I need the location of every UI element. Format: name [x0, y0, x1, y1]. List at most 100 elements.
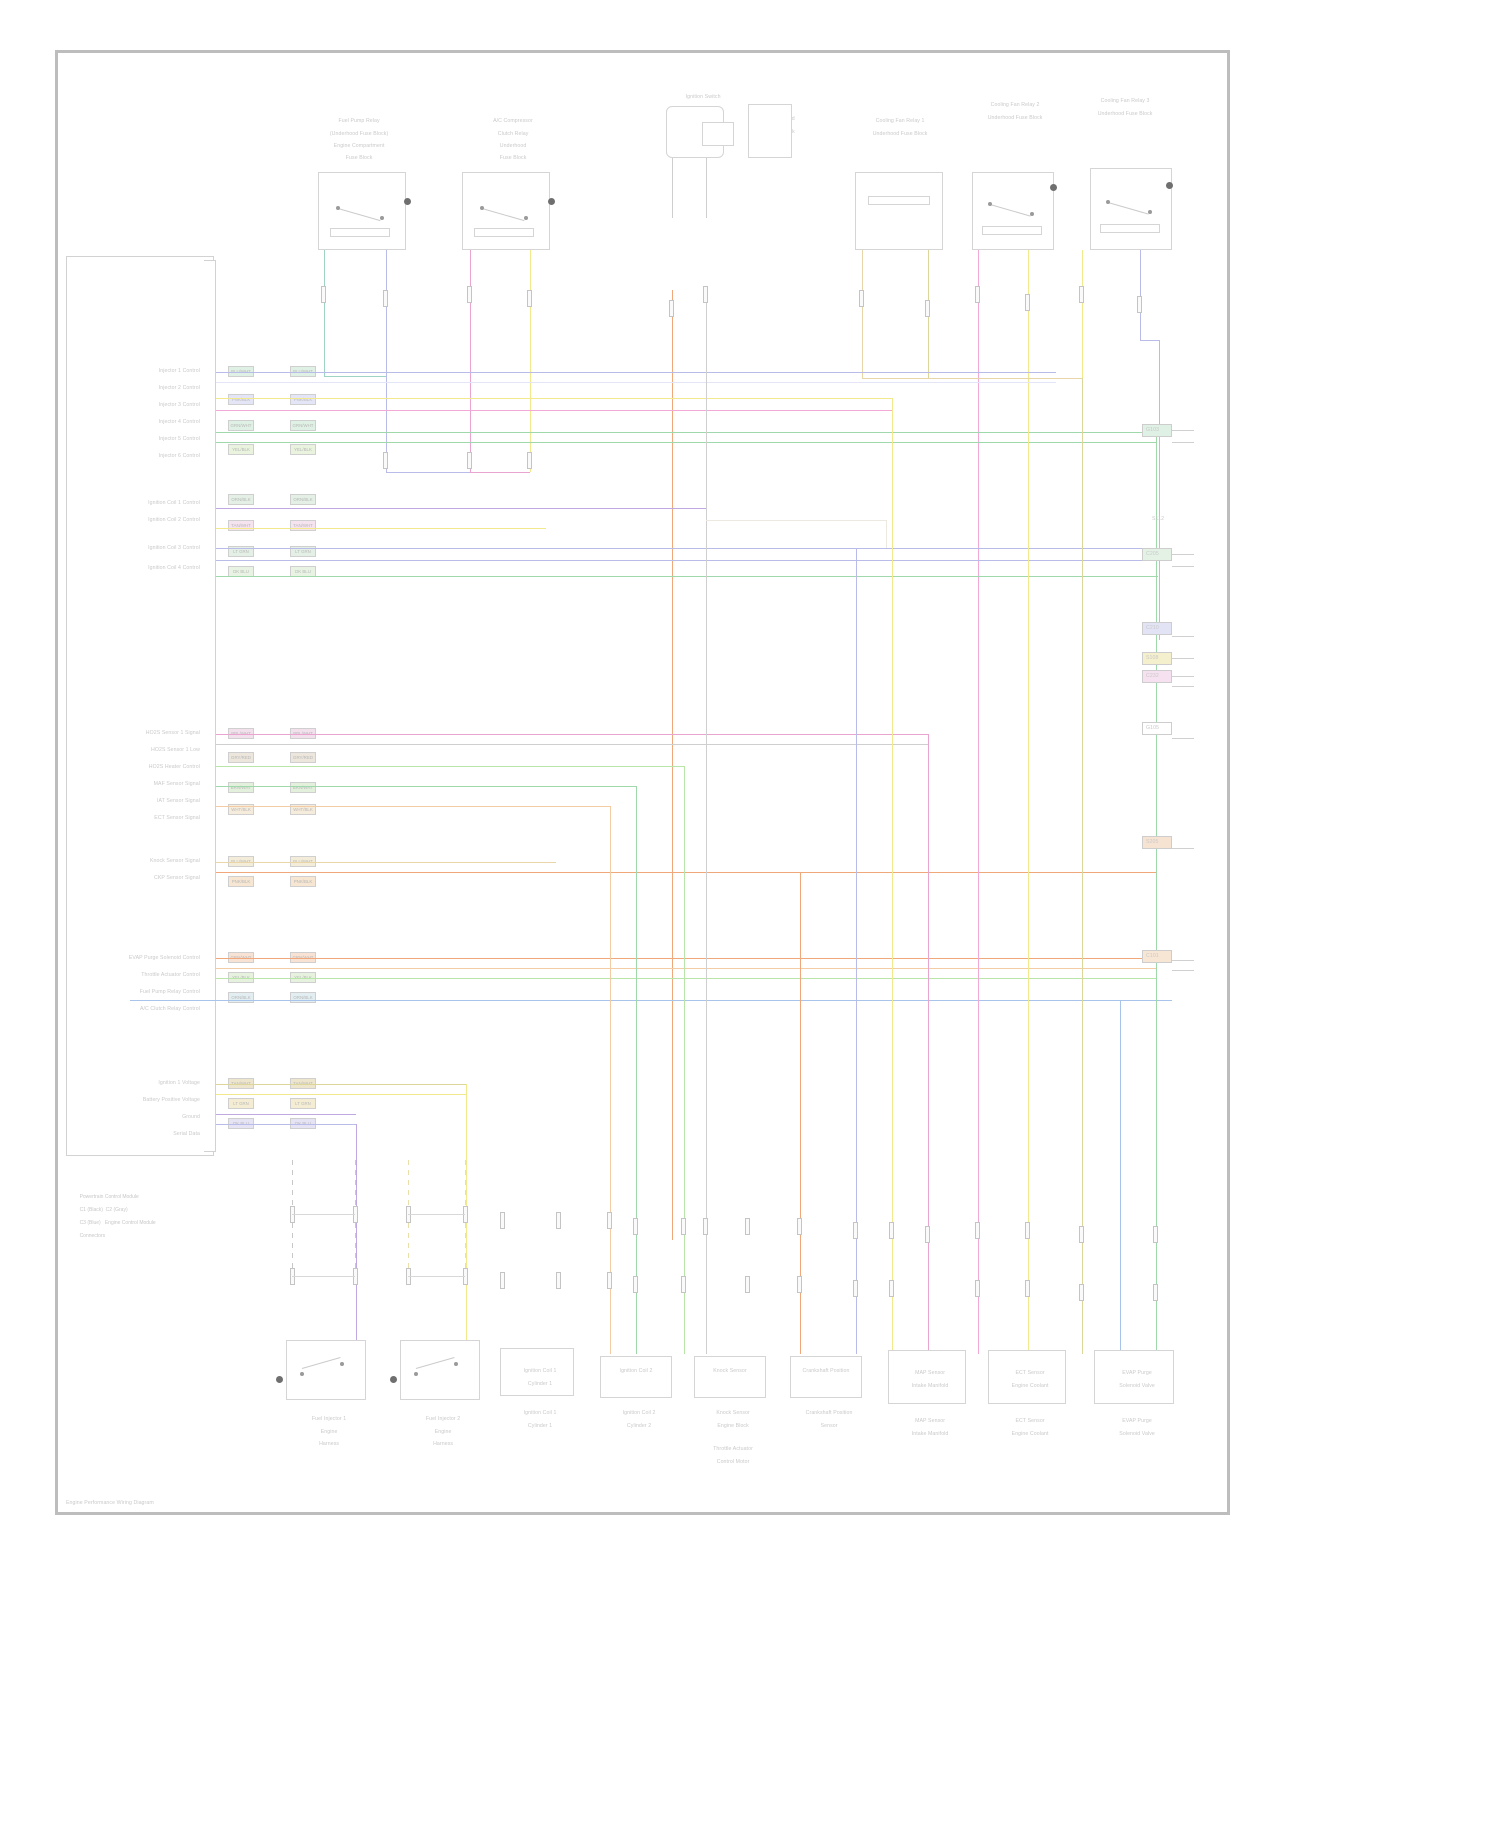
bottom-tick-11	[745, 1218, 750, 1235]
bottom-device-label-evap-purge: EVAP Purge Solenoid Valve	[1119, 1418, 1155, 1437]
wire-ign-sw-a	[672, 158, 674, 218]
wire-code-chip-b1: ORN/BLK	[228, 494, 254, 505]
bus-wire-c4	[216, 786, 636, 788]
connector-tick-6	[703, 286, 708, 303]
connector-tick-4	[527, 290, 532, 307]
right-connector-label-c210: C210	[1146, 625, 1159, 631]
pcm-label-knock: Knock Sensor Signal	[149, 858, 200, 864]
bottom-tick-19	[1153, 1226, 1158, 1243]
bus-wire-c5	[216, 806, 610, 808]
pcm-pin-rail	[204, 260, 216, 1152]
wire-ign-feed-b	[706, 290, 708, 320]
pcm-label-fuel-pump-relay-ctrl: Fuel Pump Relay Control	[139, 989, 200, 995]
top-device-label-cooling-fan-relay-1: Cooling Fan Relay 1 Underhood Fuse Block	[872, 118, 928, 137]
bus-wire-a2	[216, 398, 892, 400]
bottom-device-label-fuel-injector-1: Fuel Injector 1 Engine Harness	[311, 1416, 347, 1448]
wire-code-chip-a1b: BLU/WHT	[290, 366, 316, 377]
pcm-label-ho2s-low: HO2S Sensor 1 Low	[151, 747, 200, 753]
relay1-return-h	[324, 376, 386, 378]
dashed-harness-1	[292, 1160, 294, 1206]
bottom-device-label-ignition-coil-2: Ignition Coil 2 Cylinder 2	[622, 1410, 656, 1429]
wire-code-chip-c3b: BRN/WHT	[290, 782, 316, 793]
wire-ign-feed-main	[672, 290, 674, 1240]
right-connector-c205[interactable]	[1142, 548, 1172, 561]
right-connector-g105[interactable]	[1142, 722, 1172, 735]
relay-splice-cooling-fan-2	[1050, 184, 1057, 191]
pcm-label-tac: Throttle Actuator Control	[141, 972, 200, 978]
wire-relay6-out-b	[1140, 250, 1142, 340]
wire-relay1-out-a	[324, 250, 326, 376]
pcm-label-ckp: CKP Sensor Signal	[153, 875, 200, 881]
bottom-box-evap-purge[interactable]	[1094, 1350, 1174, 1404]
wire-code-chip-b3: LT GRN	[228, 546, 254, 557]
top-device-label-ac-clutch-relay: A/C Compressor Clutch Relay Underhood Fu…	[493, 118, 533, 162]
relay-node-a-cooling-fan-3	[1106, 200, 1110, 204]
connector-tick-2	[383, 290, 388, 307]
bus-wire-e2	[216, 968, 1156, 970]
bus-wire-b4	[216, 560, 1152, 562]
bus-wire-a3	[216, 410, 892, 412]
bottom-box-ignition-coil-1[interactable]	[500, 1348, 574, 1396]
wire-code-chip-c4b: WHT/BLK	[290, 804, 316, 815]
riser-13	[1082, 378, 1084, 1354]
wire-relay6-out-a	[1082, 250, 1084, 378]
bottom-box-fuel-injector-2[interactable]	[400, 1340, 480, 1400]
bottom-splice-2	[390, 1376, 397, 1383]
right-connector-s108[interactable]	[1142, 652, 1172, 665]
connector-tick-5	[669, 300, 674, 317]
right-connector-s205[interactable]	[1142, 836, 1172, 849]
right-connector-g103[interactable]	[1142, 424, 1172, 437]
bottom-node-1a	[300, 1372, 304, 1376]
pcm-label-injector-3: Injector 3 Control	[158, 402, 200, 408]
pcm-label-coil-1: Ignition Coil 1 Control	[148, 500, 200, 506]
right-connector-line-7	[1172, 738, 1194, 740]
relay-box-cooling-fan-1[interactable]	[855, 172, 943, 250]
right-connector-line-1b	[1172, 442, 1194, 444]
relay6-return-v	[1159, 340, 1161, 640]
connector-tick-15	[527, 452, 532, 469]
relay6-return-h	[1140, 340, 1160, 342]
bottom-box-fuel-injector-1[interactable]	[286, 1340, 366, 1400]
bottom-device-label-ckp-sensor: Crankshaft Position Sensor	[805, 1410, 853, 1429]
bottom-tick-16	[975, 1222, 980, 1239]
bottom-device-label-map-sensor: MAP Sensor Intake Manifold	[911, 1418, 949, 1437]
bottom-box-map-sensor[interactable]	[888, 1350, 966, 1404]
right-connector-c232[interactable]	[1142, 670, 1172, 683]
riser-10	[928, 734, 930, 1354]
bottom-box-ignition-coil-2[interactable]	[600, 1356, 672, 1398]
bottom-node-1b	[340, 1362, 344, 1366]
relay-node-b-cooling-fan-3	[1148, 210, 1152, 214]
wire-relay2-out-a	[470, 250, 472, 472]
connector-tick-11	[1079, 286, 1084, 303]
bottom-box-ckp-sensor[interactable]	[790, 1356, 862, 1398]
bottom-tick-24	[500, 1272, 505, 1289]
right-connector-line-1	[1172, 430, 1194, 432]
bottom-tick-31	[853, 1280, 858, 1297]
top-device-label-cooling-fan-relay-3: Cooling Fan Relay 3 Underhood Fuse Block	[1097, 98, 1153, 117]
relay-coil-cooling-fan-1	[868, 196, 930, 205]
right-connector-label-s205: S205	[1146, 839, 1159, 845]
relay-box-ac-clutch[interactable]	[462, 172, 550, 250]
bottom-device-label-ect-sensor: ECT Sensor Engine Coolant	[1011, 1418, 1049, 1437]
top-device-label-fuel-pump-relay: Fuel Pump Relay (Underhood Fuse Block) E…	[329, 118, 389, 162]
connector-tick-10	[1025, 294, 1030, 311]
right-connector-label-c205: C205	[1146, 551, 1159, 557]
bottom-tick-36	[1153, 1284, 1158, 1301]
bottom-tick-8	[633, 1218, 638, 1235]
right-connector-line-6b	[1172, 686, 1194, 688]
wire-relay4-out-a	[862, 250, 864, 378]
wire-code-chip-e2: YEL/BLK	[228, 972, 254, 983]
bottom-tick-14	[889, 1222, 894, 1239]
right-connector-c101[interactable]	[1142, 950, 1172, 963]
riser-1	[356, 1124, 358, 1354]
relay-node-b-cooling-fan-2	[1030, 212, 1034, 216]
bottom-box-knock-sensor[interactable]	[694, 1356, 766, 1398]
bus-wire-f3	[216, 1114, 356, 1116]
riser-6	[706, 320, 708, 1354]
right-connector-c210[interactable]	[1142, 622, 1172, 635]
bottom-box-ect-sensor[interactable]	[988, 1350, 1066, 1404]
bottom-node-2b	[454, 1362, 458, 1366]
bottom-tick-28	[681, 1276, 686, 1293]
relay-box-fuel-pump[interactable]	[318, 172, 406, 250]
